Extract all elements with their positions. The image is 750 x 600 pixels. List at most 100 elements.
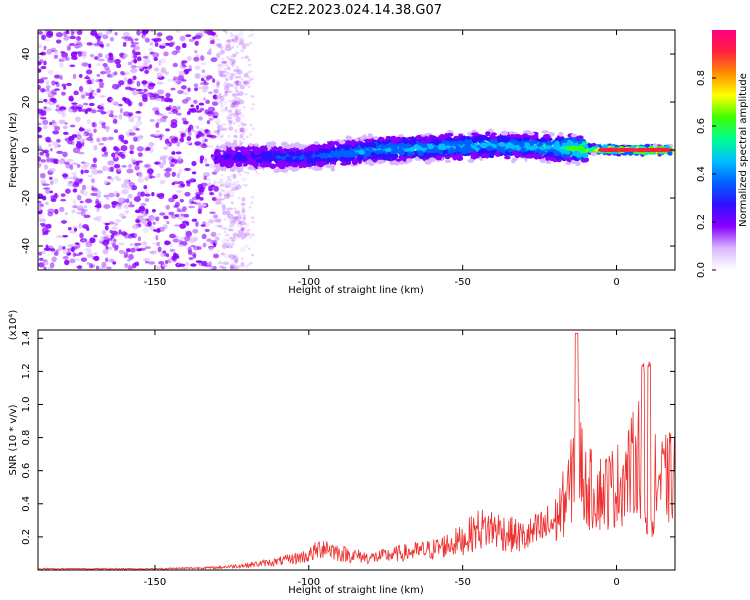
noise-dot: [241, 101, 245, 104]
noise-dot: [38, 108, 44, 114]
noise-dot: [58, 245, 63, 251]
signal-dot: [428, 157, 436, 163]
noise-dot: [77, 40, 82, 46]
noise-dot: [45, 201, 49, 206]
noise-dot: [85, 69, 93, 75]
signal-dot: [455, 153, 463, 158]
noise-dot: [98, 142, 104, 146]
noise-dot: [204, 138, 208, 143]
signal-dot: [570, 159, 576, 164]
noise-dot: [232, 216, 236, 219]
noise-dot: [66, 46, 71, 52]
noise-dot: [63, 85, 67, 90]
noise-dot: [224, 106, 228, 111]
noise-dot: [213, 214, 219, 219]
noise-dot: [123, 251, 129, 257]
noise-dot: [195, 125, 200, 129]
signal-dot: [227, 143, 232, 148]
noise-dot: [104, 68, 111, 75]
noise-dot: [215, 196, 219, 200]
noise-dot: [247, 63, 251, 67]
noise-dot: [49, 121, 53, 126]
noise-dot: [194, 141, 202, 146]
noise-dot: [153, 133, 160, 136]
noise-dot: [42, 150, 47, 154]
noise-dot: [215, 122, 219, 125]
noise-dot: [219, 95, 225, 102]
noise-dot: [241, 208, 246, 214]
signal-dot: [498, 142, 506, 147]
noise-dot: [155, 122, 160, 129]
signal-dot: [459, 135, 466, 141]
noise-dot: [63, 57, 68, 61]
noise-dot: [230, 264, 234, 267]
signal-dot: [667, 151, 673, 156]
noise-dot: [185, 96, 192, 101]
signal-dot: [229, 167, 236, 173]
noise-dot: [207, 106, 216, 113]
signal-dot: [504, 155, 511, 160]
noise-dot: [136, 30, 141, 36]
signal-dot: [406, 152, 413, 156]
noise-dot: [209, 135, 217, 139]
noise-dot: [230, 46, 234, 50]
noise-dot: [230, 218, 234, 222]
signal-dot: [532, 162, 539, 168]
noise-dot: [248, 34, 252, 38]
noise-dot: [145, 208, 149, 214]
noise-dot: [139, 241, 147, 245]
noise-dot: [240, 227, 246, 231]
noise-dot: [177, 214, 185, 221]
signal-dot: [485, 145, 494, 151]
noise-dot: [226, 239, 230, 242]
noise-dot: [212, 78, 216, 83]
noise-dot: [200, 224, 206, 227]
noise-dot: [179, 137, 185, 143]
signal-dot: [550, 128, 559, 133]
noise-dot: [178, 208, 183, 213]
noise-dot: [79, 238, 88, 243]
noise-dot: [154, 42, 159, 47]
noise-dot: [226, 89, 230, 92]
signal-dot: [389, 150, 397, 155]
noise-dot: [162, 159, 167, 165]
noise-dot: [220, 104, 224, 108]
noise-dot: [247, 263, 251, 266]
noise-dot: [128, 253, 134, 260]
noise-dot: [237, 171, 241, 174]
signal-dot: [519, 141, 525, 148]
signal-dot: [526, 150, 534, 155]
noise-dot: [72, 205, 79, 209]
noise-dot: [242, 138, 246, 141]
noise-dot: [121, 165, 127, 168]
signal-dot: [576, 135, 584, 140]
noise-dot: [108, 192, 115, 198]
noise-dot: [228, 213, 232, 217]
noise-dot: [143, 257, 151, 262]
noise-dot: [45, 101, 51, 105]
noise-dot: [53, 144, 58, 149]
y-tick-label: -40: [21, 238, 32, 254]
noise-dot: [219, 184, 225, 187]
noise-dot: [235, 184, 242, 190]
noise-dot: [40, 117, 47, 120]
noise-dot: [146, 168, 154, 175]
noise-dot: [102, 63, 108, 67]
noise-dot: [80, 210, 86, 217]
noise-dot: [72, 147, 81, 154]
noise-dot: [154, 110, 160, 115]
noise-dot: [38, 78, 45, 84]
noise-dot: [148, 47, 153, 52]
signal-dot: [634, 148, 645, 152]
noise-dot: [224, 30, 228, 33]
colorbar-tick-label: 0.4: [696, 166, 707, 182]
signal-dot: [515, 145, 522, 151]
noise-dot: [105, 30, 113, 35]
noise-dot: [66, 82, 72, 87]
noise-dot: [251, 95, 255, 98]
noise-dot: [81, 62, 89, 67]
noise-dot: [135, 110, 142, 114]
noise-dot: [190, 244, 196, 248]
noise-dot: [155, 216, 160, 222]
signal-dot: [325, 150, 331, 154]
